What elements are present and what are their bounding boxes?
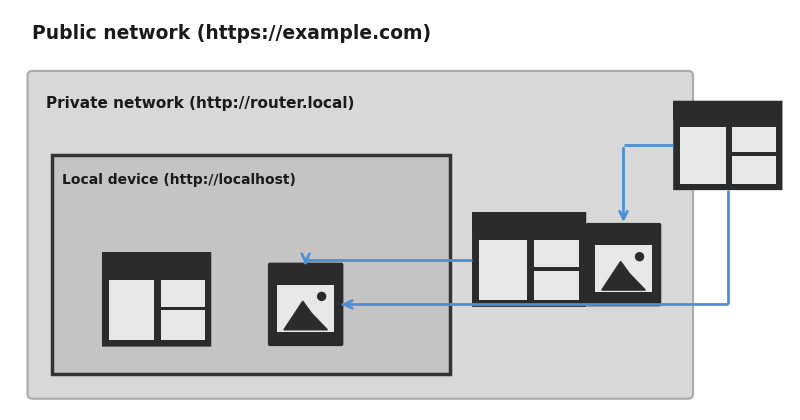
Polygon shape <box>284 301 327 330</box>
Bar <box>534 270 579 300</box>
Text: Local device (http://localhost): Local device (http://localhost) <box>62 173 296 187</box>
Bar <box>277 284 334 332</box>
Bar <box>732 127 776 152</box>
Polygon shape <box>602 262 646 290</box>
FancyBboxPatch shape <box>586 223 662 306</box>
Bar <box>161 280 205 307</box>
Bar <box>161 310 205 340</box>
Bar <box>534 240 579 267</box>
Text: Public network (https://example.com): Public network (https://example.com) <box>33 24 431 43</box>
Bar <box>673 101 782 121</box>
Bar <box>595 245 652 292</box>
Bar <box>479 240 527 300</box>
Text: Private network (http://router.local): Private network (http://router.local) <box>46 96 354 111</box>
Bar <box>732 156 776 184</box>
FancyBboxPatch shape <box>673 101 782 190</box>
Bar <box>680 127 726 184</box>
Bar <box>102 252 211 273</box>
Circle shape <box>318 292 326 300</box>
FancyBboxPatch shape <box>27 71 693 399</box>
Circle shape <box>635 253 643 261</box>
FancyBboxPatch shape <box>268 262 343 346</box>
Bar <box>109 280 154 340</box>
Bar <box>472 213 586 233</box>
Bar <box>52 155 450 374</box>
FancyBboxPatch shape <box>472 213 586 307</box>
FancyBboxPatch shape <box>102 252 211 346</box>
